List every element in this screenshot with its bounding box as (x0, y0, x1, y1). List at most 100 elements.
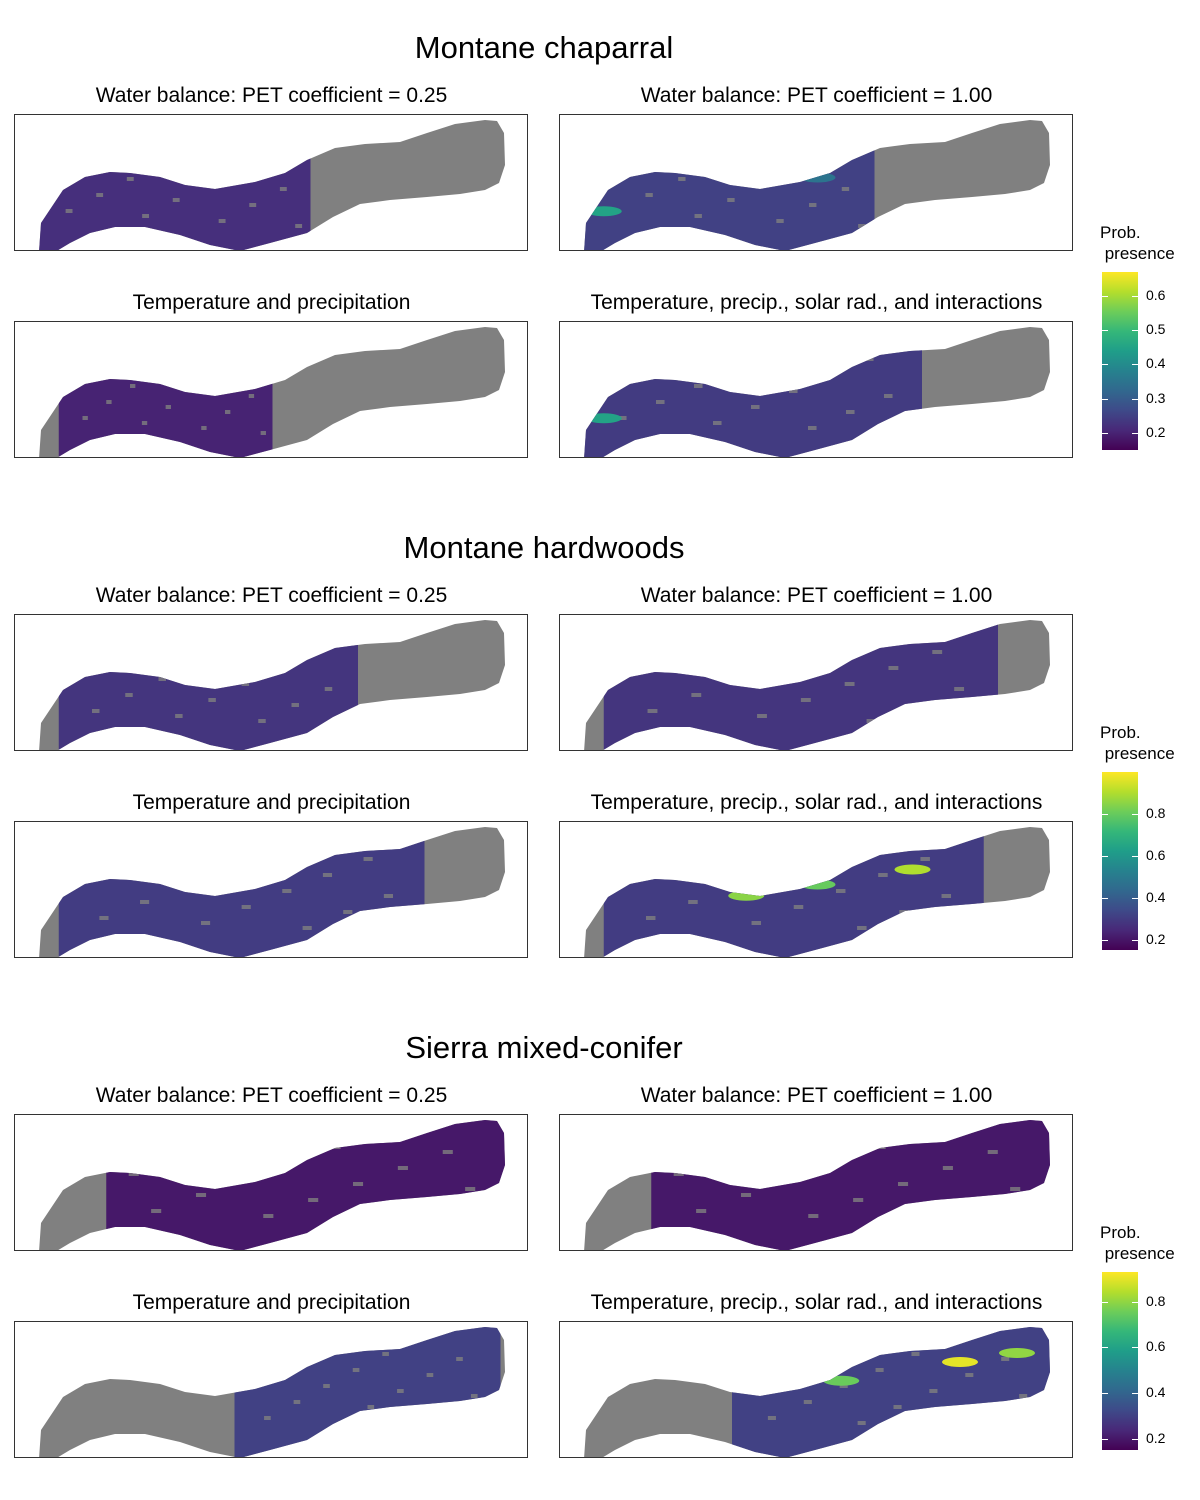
colorbar-tick-label: 0.2 (1146, 423, 1166, 440)
probability-surface (58, 327, 273, 457)
masked-cells (94, 363, 100, 367)
masked-cells (694, 214, 702, 218)
masked-cells (911, 1352, 920, 1356)
masked-cells (846, 410, 855, 414)
masked-cells (932, 650, 943, 654)
masked-cells (203, 182, 211, 186)
masked-cells (322, 873, 333, 877)
masked-cells (382, 1352, 389, 1356)
map-svg (584, 1120, 1050, 1250)
colorbar-tick (1102, 364, 1108, 366)
masked-cells (884, 394, 893, 398)
colorbar-tick (1132, 432, 1138, 434)
masked-cells (1001, 1357, 1010, 1361)
masked-cells (983, 1410, 992, 1414)
masked-cells (125, 693, 133, 697)
masked-cells (844, 682, 855, 686)
masked-cells (258, 719, 266, 723)
colorbar-legend: Prob. presence 0.2 0.4 0.6 0.8 (1100, 722, 1200, 950)
masked-cells (234, 1342, 242, 1346)
colorbar (1102, 772, 1138, 950)
masked-cells (749, 1379, 759, 1383)
colorbar-tick (1102, 813, 1108, 815)
masked-cells (218, 1140, 229, 1144)
masked-cells (713, 421, 722, 425)
masked-cells (99, 916, 109, 920)
colorbar-tick (1132, 295, 1138, 297)
map-svg (39, 620, 505, 750)
masked-cells (767, 1416, 776, 1420)
masked-cells (669, 656, 680, 660)
masked-cells (625, 672, 636, 676)
masked-cells (603, 635, 614, 639)
colorbar-tick (1132, 1301, 1138, 1303)
map-svg (39, 827, 505, 957)
masked-cells (151, 1209, 162, 1213)
masked-cells (888, 666, 899, 670)
panel-title: Temperature, precip., solar rad., and in… (590, 291, 1043, 314)
legend-title-line2: presence (1100, 1244, 1175, 1263)
masked-cells (367, 1405, 375, 1409)
masked-cells (343, 910, 353, 914)
masked-cells (835, 889, 846, 893)
map-svg (39, 327, 505, 457)
probability-surface (584, 120, 875, 250)
colorbar-tick (1102, 1301, 1108, 1303)
masked-cells (857, 926, 867, 930)
high-probability-hotspot (585, 206, 622, 217)
masked-cells (302, 926, 312, 930)
masked-cells (308, 650, 316, 654)
colorbar (1102, 272, 1138, 450)
colorbar-tick (1102, 939, 1108, 941)
masked-cells (789, 389, 798, 393)
masked-cells (80, 156, 88, 160)
masked-cells (920, 1219, 931, 1223)
masked-cells (730, 884, 740, 888)
masked-cells (106, 1135, 117, 1139)
high-probability-hotspot (894, 864, 931, 875)
panel-title: Water balance: PET coefficient = 1.00 (640, 84, 993, 107)
masked-cells (111, 140, 119, 144)
probability-surface (58, 620, 358, 750)
masked-cells (180, 884, 190, 888)
colorbar-tick-label: 0.5 (1146, 321, 1166, 338)
map-svg (39, 1120, 505, 1250)
masked-cells (1032, 1224, 1043, 1228)
masked-cells (740, 1193, 752, 1197)
map-svg (584, 120, 1050, 250)
masked-cells (763, 1140, 774, 1144)
masked-cells (727, 198, 735, 202)
masked-cells (375, 1219, 386, 1223)
probability-surface (603, 620, 998, 750)
colorbar-tick (1102, 1347, 1108, 1349)
colorbar-tick-label: 0.6 (1146, 286, 1166, 303)
masked-cells (263, 1214, 274, 1218)
masked-cells (920, 857, 930, 861)
masked-cells (79, 879, 89, 883)
masked-cells (58, 342, 65, 346)
panel-title: Water balance: PET coefficient = 0.25 (95, 84, 448, 107)
masked-cells (225, 645, 233, 649)
masked-cells (965, 1203, 976, 1207)
map-panel (14, 1321, 528, 1458)
masked-cells (411, 1426, 419, 1430)
masked-cells (324, 687, 333, 691)
probability-surface (603, 827, 984, 957)
masked-cells (126, 177, 134, 181)
masked-cells (822, 645, 833, 649)
masked-cells (173, 1156, 184, 1160)
masked-cells (172, 198, 180, 202)
masked-cells (200, 921, 211, 925)
masked-cells (249, 203, 257, 207)
high-probability-hotspot (999, 1348, 1035, 1358)
masked-cells (673, 1172, 684, 1176)
colorbar-tick (1132, 330, 1138, 332)
chart-title: Montane hardwoods (403, 530, 685, 565)
masked-cells (637, 363, 646, 367)
colorbar-tick (1132, 1347, 1138, 1349)
masked-cells (858, 224, 866, 228)
map-panel (14, 614, 528, 751)
masked-cells (793, 905, 804, 909)
masked-cells (947, 1426, 956, 1430)
